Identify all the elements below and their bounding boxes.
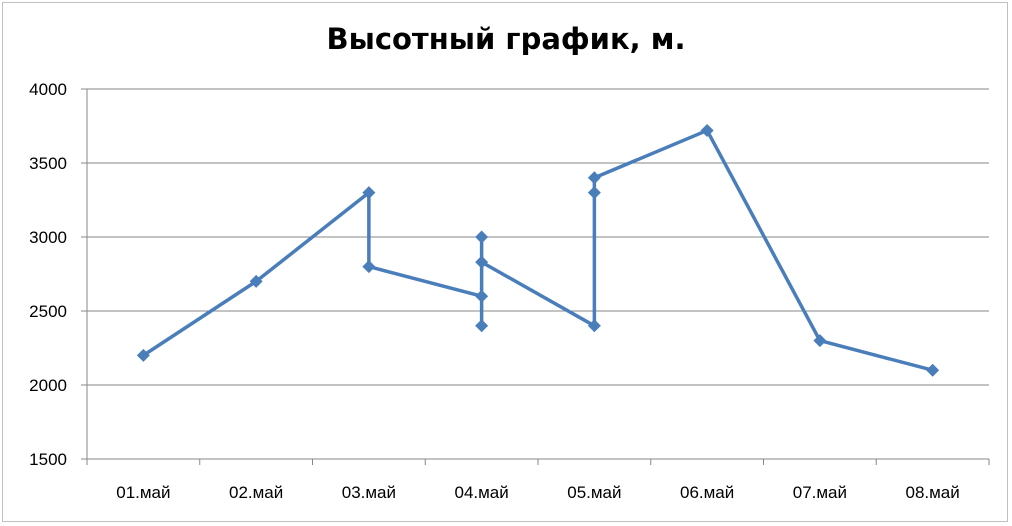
y-tick-label: 3000	[29, 228, 67, 247]
x-tick-label: 05.май	[567, 483, 621, 502]
chart-title: Высотный график, м.	[326, 22, 686, 56]
data-point-marker	[475, 289, 489, 303]
x-tick-label: 02.май	[229, 483, 283, 502]
x-tick-label: 01.май	[116, 483, 170, 502]
data-point-marker	[475, 230, 489, 244]
x-tick-label: 07.май	[793, 483, 847, 502]
data-point-marker	[813, 334, 827, 348]
data-point-marker	[926, 363, 940, 377]
x-tick-label: 06.май	[680, 483, 734, 502]
x-tick-label: 04.май	[454, 483, 508, 502]
y-tick-label: 3500	[29, 154, 67, 173]
y-tick-label: 2500	[29, 302, 67, 321]
data-point-marker	[362, 260, 376, 274]
data-point-marker	[587, 186, 601, 200]
data-point-marker	[475, 255, 489, 269]
data-point-marker	[136, 348, 150, 362]
data-point-marker	[475, 319, 489, 333]
y-tick-label: 1500	[29, 450, 67, 469]
x-tick-label: 03.май	[342, 483, 396, 502]
y-tick-label: 4000	[29, 80, 67, 99]
x-tick-label: 08.май	[905, 483, 959, 502]
data-point-marker	[587, 171, 601, 185]
series-line	[142, 128, 934, 372]
data-point-marker	[700, 123, 714, 137]
data-point-marker	[587, 319, 601, 333]
y-tick-label: 2000	[29, 376, 67, 395]
data-point-marker	[362, 186, 376, 200]
data-point-marker	[249, 274, 263, 288]
